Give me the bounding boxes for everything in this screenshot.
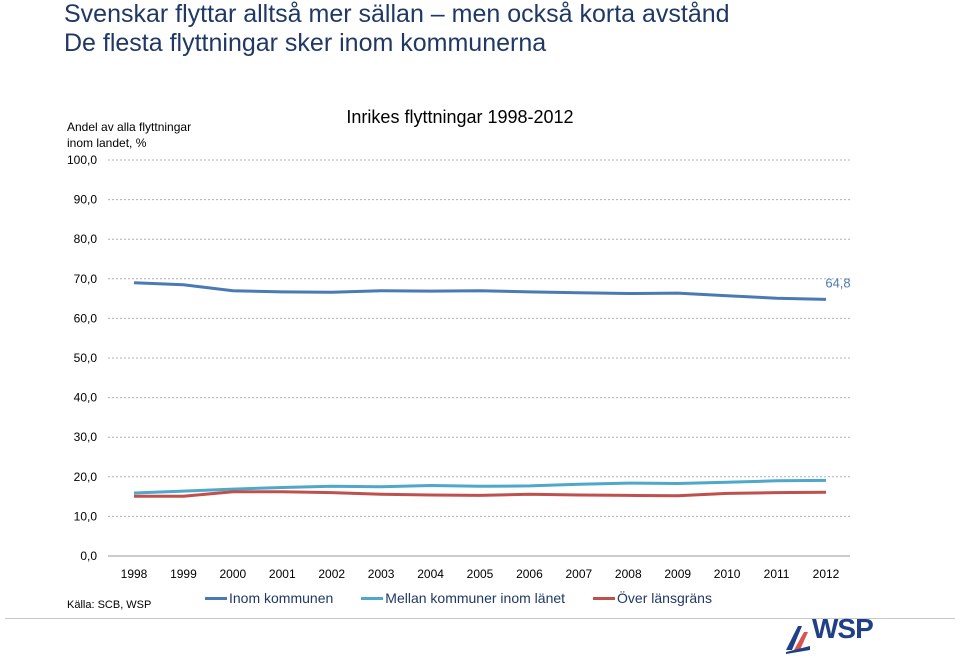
series-lines (133, 281, 827, 498)
x-tick-label: 2008 (615, 567, 642, 581)
y-tick-labels: 0,0 10,0 20,0 30,0 40,0 50,0 60,0 70,0 80,0 90,0 1… (67, 153, 97, 563)
x-tick-labels: 1998 1999 2000 2001 2002 2003 2004 2005 2006 2007… (121, 567, 840, 581)
x-tick-label: 2006 (516, 567, 543, 581)
slide-title: Svenskar flyttar alltså mer sällan – men… (64, 0, 730, 58)
x-tick-label: 2011 (764, 567, 790, 581)
x-tick-label: 2010 (714, 567, 741, 581)
source-note: Källa: SCB, WSP (67, 599, 152, 611)
x-tick-label: 2005 (467, 567, 494, 581)
legend-swatch-over-lansgrans (593, 596, 616, 600)
annotations: 64,8 (825, 275, 850, 290)
x-tick-label: 2004 (417, 567, 444, 581)
x-tick-label: 1998 (121, 567, 148, 581)
slide-title-line2: De flesta flyttningar sker inom kommuner… (64, 29, 547, 57)
x-tick-label: 2007 (566, 567, 593, 581)
y-tick-label: 100,0 (67, 153, 97, 167)
footer-divider (5, 618, 955, 619)
slide-title-line1: Svenskar flyttar alltså mer sällan – men… (64, 0, 730, 28)
x-tick-label: 2001 (269, 567, 296, 581)
wsp-logo-icon (786, 626, 810, 654)
legend: Inom kommunen Mellan kommuner inom länet… (205, 590, 712, 606)
series-line-2 (134, 490, 827, 498)
legend-swatch-inom-kommunen (205, 596, 227, 600)
y-tick-label: 90,0 (74, 193, 98, 207)
y-tick-label: 60,0 (74, 311, 98, 325)
x-tick-label: 2003 (368, 567, 395, 581)
chart-title: Inrikes flyttningar 1998-2012 (346, 107, 574, 127)
legend-label-inom-kommunen: Inom kommunen (229, 590, 334, 606)
gridlines (108, 159, 850, 557)
y-tick-label: 0,0 (80, 549, 97, 563)
y-tick-label: 20,0 (74, 470, 98, 484)
y-tick-label: 40,0 (74, 391, 98, 405)
x-tick-label: 2000 (220, 567, 247, 581)
legend-label-mellan-kommuner: Mellan kommuner inom länet (385, 590, 566, 606)
legend-item-mellan-kommuner: Mellan kommuner inom länet (361, 590, 565, 606)
y-axis-label-line2: inom landet, % (67, 136, 147, 150)
y-tick-label: 70,0 (74, 272, 98, 286)
data-label-last-value: 64,8 (825, 275, 850, 290)
y-axis-label: Andel av alla flyttningar inom landet, % (67, 119, 191, 151)
y-tick-label: 30,0 (74, 430, 98, 444)
legend-item-inom-kommunen: Inom kommunen (205, 590, 333, 606)
line-chart: 0,0 10,0 20,0 30,0 40,0 50,0 60,0 70,0 80,0 90,0 1… (67, 153, 851, 581)
y-tick-label: 10,0 (74, 509, 98, 523)
x-tick-label: 2002 (318, 567, 345, 581)
series-line-1 (133, 478, 827, 495)
legend-item-over-lansgrans: Över länsgräns (593, 590, 712, 606)
legend-label-over-lansgrans: Över länsgräns (617, 590, 712, 606)
legend-swatch-mellan-kommuner (361, 596, 384, 600)
y-tick-label: 80,0 (74, 232, 98, 246)
x-tick-label: 2012 (813, 567, 840, 581)
y-tick-label: 50,0 (74, 351, 98, 365)
series-line-0 (133, 281, 827, 301)
x-tick-label: 2009 (664, 567, 691, 581)
x-tick-label: 1999 (170, 567, 197, 581)
y-axis-label-line1: Andel av alla flyttningar (67, 120, 192, 134)
logo-text: WSP (812, 613, 874, 644)
